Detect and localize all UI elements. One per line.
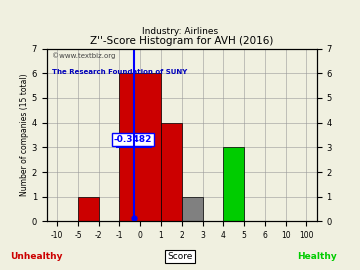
- Text: Industry: Airlines: Industry: Airlines: [142, 27, 218, 36]
- Title: Z''-Score Histogram for AVH (2016): Z''-Score Histogram for AVH (2016): [90, 36, 274, 46]
- Text: Unhealthy: Unhealthy: [10, 252, 62, 261]
- Text: -0.3482: -0.3482: [114, 135, 152, 144]
- Bar: [182, 197, 203, 221]
- Bar: [223, 147, 244, 221]
- Text: The Research Foundation of SUNY: The Research Foundation of SUNY: [52, 69, 188, 75]
- Text: Score: Score: [167, 252, 193, 261]
- Text: Healthy: Healthy: [297, 252, 337, 261]
- Bar: [161, 123, 182, 221]
- Y-axis label: Number of companies (15 total): Number of companies (15 total): [20, 74, 29, 196]
- Text: ©www.textbiz.org: ©www.textbiz.org: [52, 52, 116, 59]
- Bar: [120, 73, 161, 221]
- Bar: [78, 197, 99, 221]
